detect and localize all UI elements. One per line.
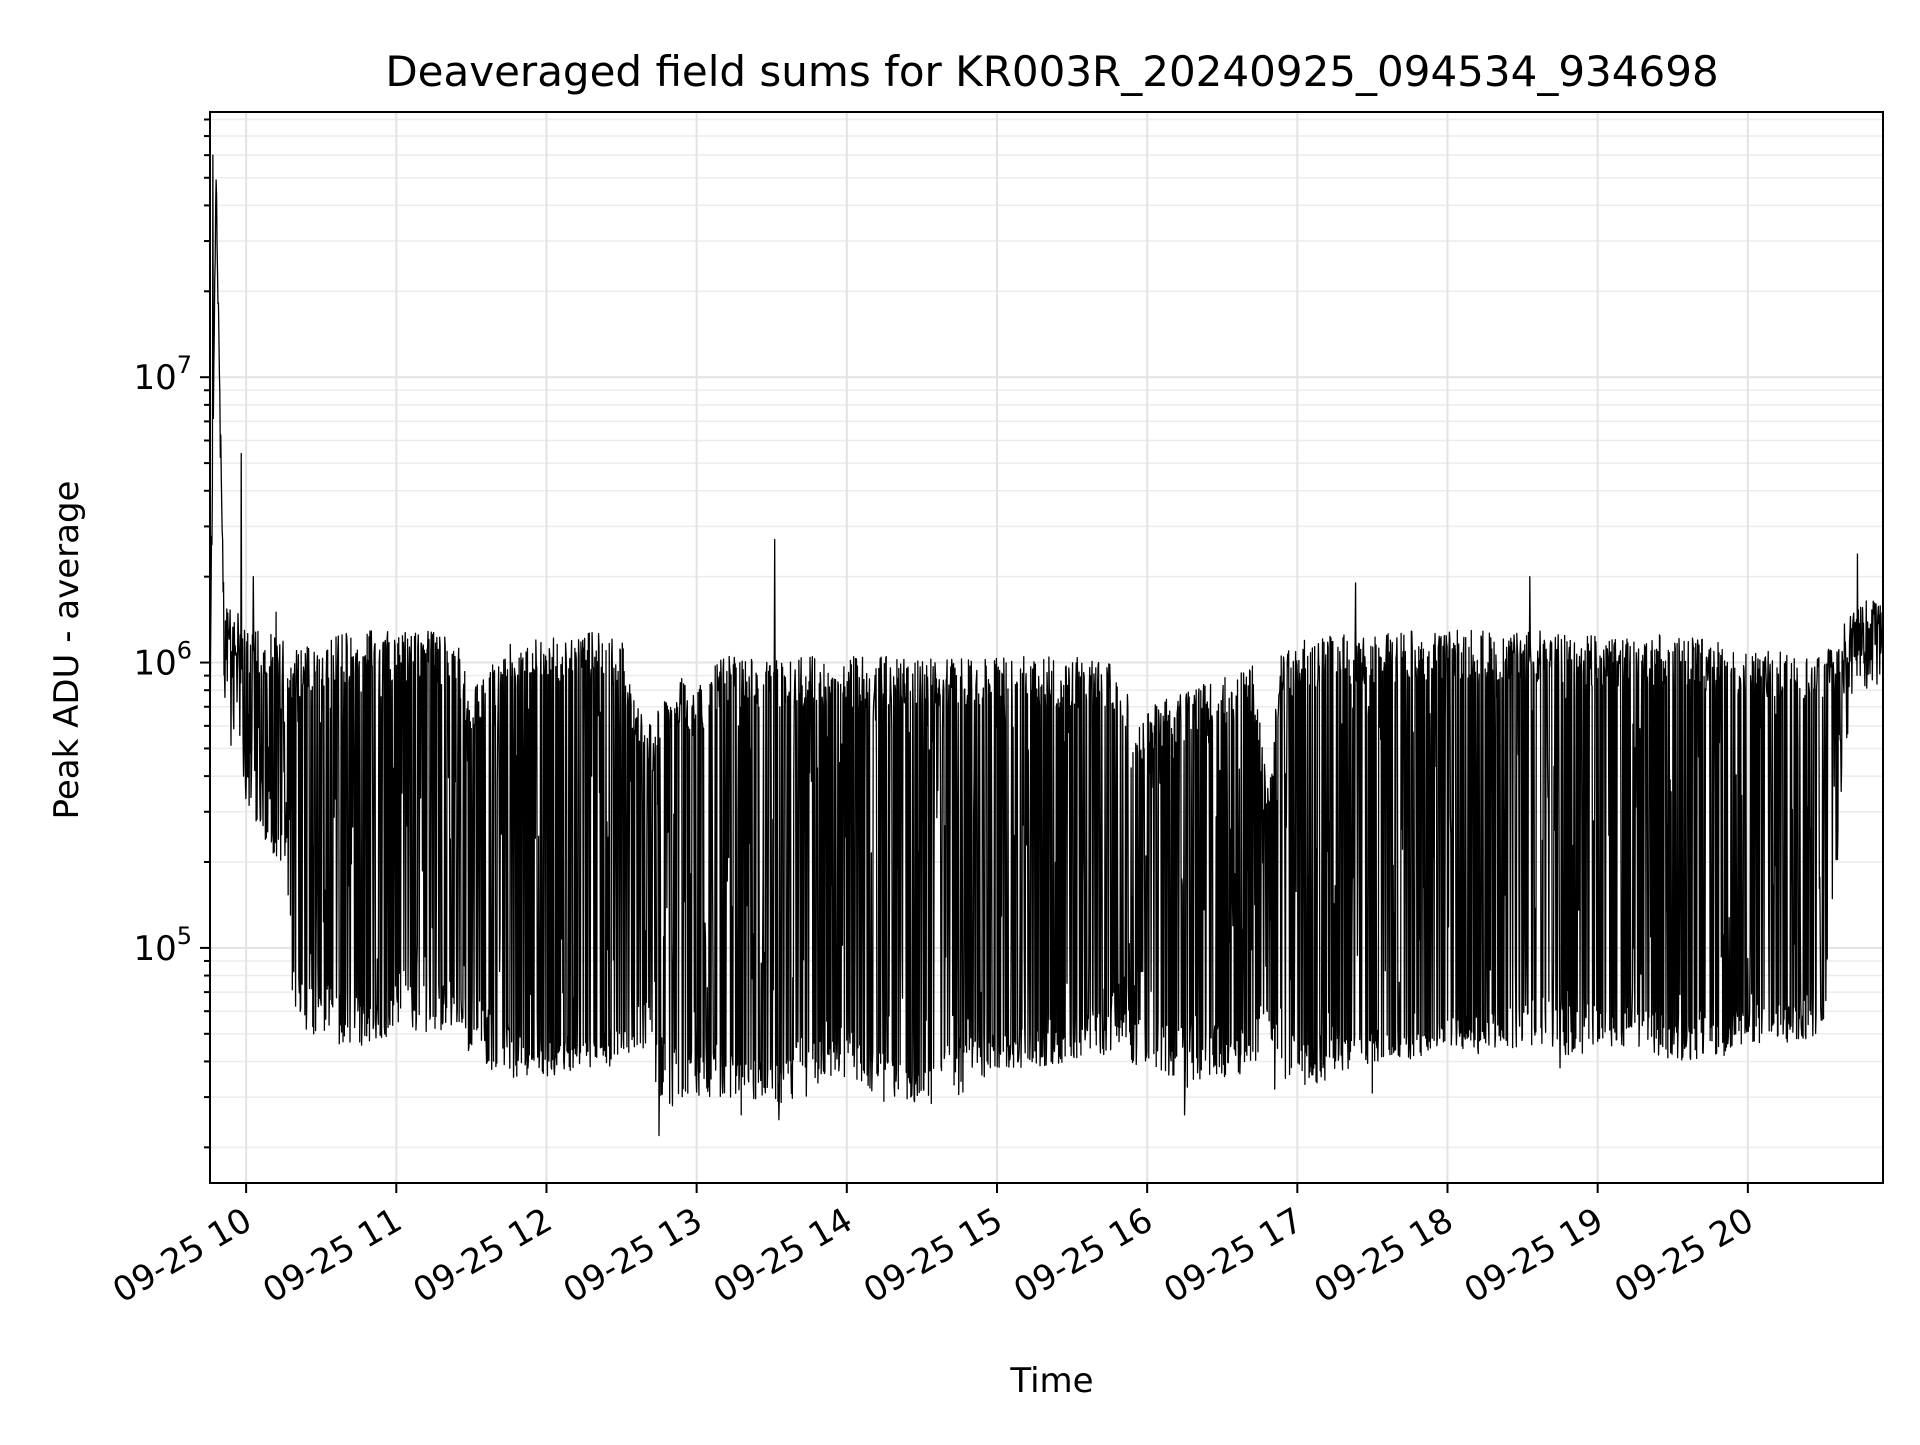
y-tick-label: 105 (133, 922, 192, 969)
y-axis-label: Peak ADU - average (47, 481, 87, 820)
plot-frame (209, 111, 1884, 1184)
chart-title: Deaveraged field sums for KR003R_2024092… (385, 47, 1718, 96)
series-line (209, 154, 1884, 1137)
x-axis-label: Time (1009, 1361, 1093, 1401)
y-tick-label: 107 (133, 351, 192, 398)
y-tick-label: 106 (133, 637, 192, 684)
series-layer (209, 154, 1884, 1137)
